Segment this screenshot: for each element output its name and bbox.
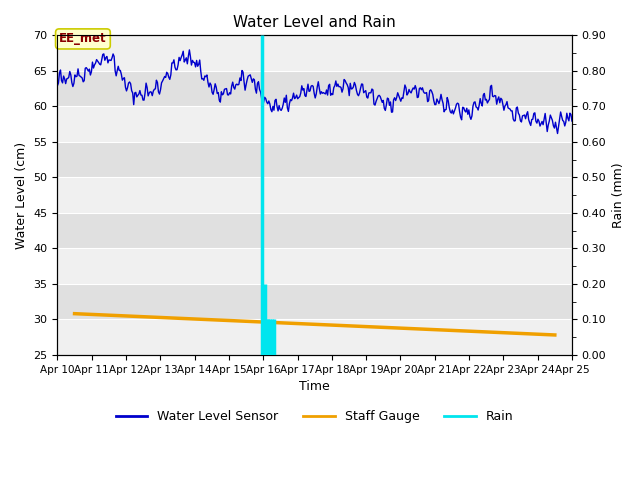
Bar [58, 177, 572, 213]
Y-axis label: Rain (mm): Rain (mm) [612, 162, 625, 228]
Bar [58, 284, 572, 319]
Bar [58, 213, 572, 248]
Bar [58, 36, 572, 71]
X-axis label: Time: Time [300, 380, 330, 393]
Title: Water Level and Rain: Water Level and Rain [234, 15, 396, 30]
Bar [58, 319, 572, 355]
Bar [58, 142, 572, 177]
Legend: Water Level Sensor, Staff Gauge, Rain: Water Level Sensor, Staff Gauge, Rain [111, 406, 518, 429]
Bar [58, 71, 572, 107]
Y-axis label: Water Level (cm): Water Level (cm) [15, 142, 28, 249]
Bar [58, 248, 572, 284]
Text: EE_met: EE_met [59, 33, 107, 46]
Bar [58, 107, 572, 142]
